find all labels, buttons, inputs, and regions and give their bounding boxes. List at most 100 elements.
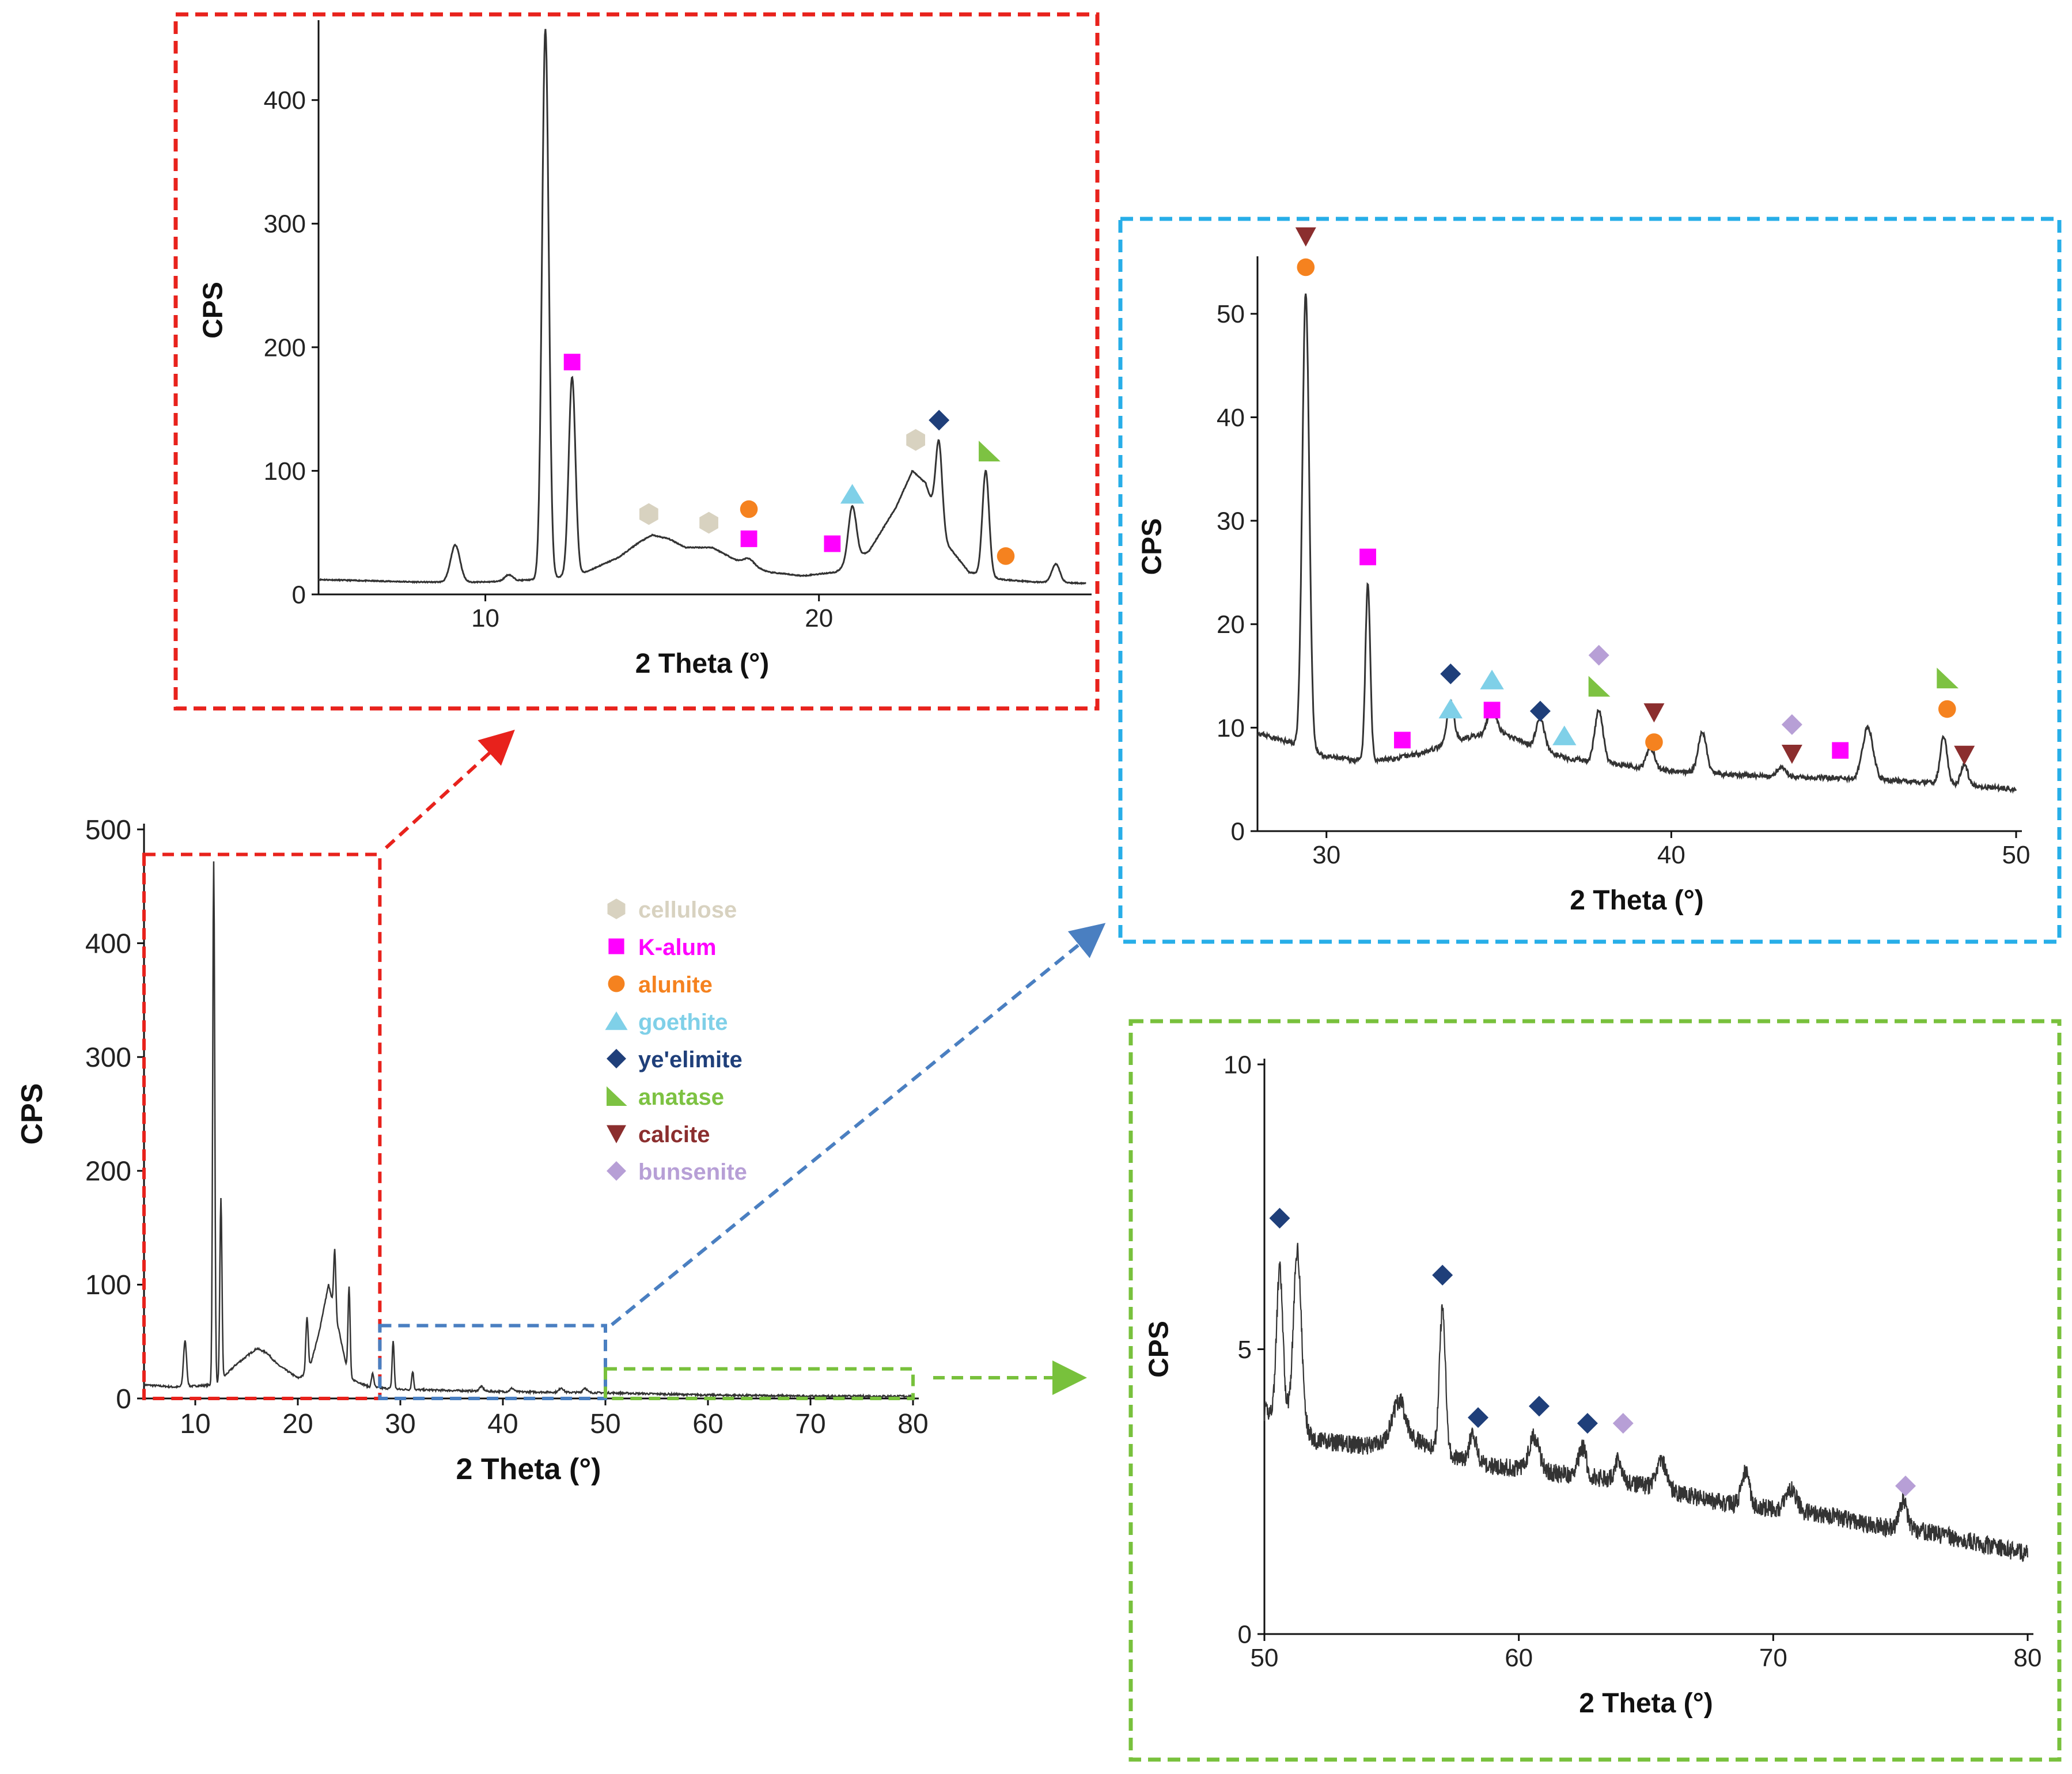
phase-marker-alunite (1938, 700, 1956, 718)
y-tick-label: 400 (85, 928, 131, 959)
phase-marker-calcite (1643, 703, 1665, 723)
x-tick-label: 70 (795, 1409, 825, 1439)
y-tick-label: 100 (85, 1270, 131, 1301)
y-tick-label: 0 (116, 1384, 131, 1415)
phase-marker-bunsenite (1612, 1413, 1634, 1434)
phase-marker-yeelimite (1529, 700, 1551, 722)
zoom-frame-red (173, 12, 1100, 711)
x-tick-label: 60 (692, 1409, 723, 1439)
x-tick-label: 50 (590, 1409, 620, 1439)
x-tick-label: 20 (282, 1409, 313, 1439)
x-tick-label: 30 (385, 1409, 415, 1439)
phase-marker-goethite (840, 484, 865, 504)
y-tick-label: 20 (1217, 611, 1245, 639)
xrd-trace (143, 861, 914, 1400)
phase-marker-bunsenite (1588, 645, 1609, 666)
legend-marker-anatase (607, 1086, 627, 1106)
x-tick-label: 10 (471, 604, 499, 632)
phase-marker-alunite (740, 500, 758, 518)
x-tick-label: 50 (2002, 841, 2031, 869)
x-tick-label: 40 (487, 1409, 518, 1439)
phase-marker-yeelimite (1440, 663, 1461, 684)
phase-marker-yeelimite (1529, 1396, 1550, 1417)
zoom-chart-high-angle: 50 60 70 80 0 5 10 2 Theta (°) CPS (1143, 1051, 2041, 1719)
phase-marker-cellulose (906, 429, 926, 451)
phase-marker-calcite (1781, 744, 1802, 764)
legend-marker-yeelimite (607, 1049, 626, 1068)
y-tick-label: 0 (1238, 1620, 1252, 1648)
phase-marker-k-alum (740, 530, 757, 547)
y-tick-label: 0 (292, 581, 306, 609)
x-axis-title: 2 Theta (°) (1570, 885, 1704, 916)
zoom-frame-green (1128, 1019, 2062, 1762)
legend-marker-alunite (608, 975, 625, 992)
phase-marker-yeelimite (1432, 1264, 1453, 1286)
phase-marker-k-alum (1359, 548, 1376, 566)
legend-marker-goethite (605, 1011, 628, 1030)
arrow-to-red-panel (384, 729, 515, 850)
phase-marker-anatase (1937, 668, 1959, 689)
y-tick-label: 200 (85, 1157, 131, 1187)
legend-label-cellulose: cellulose (638, 897, 737, 923)
x-tick-label: 50 (1251, 1644, 1279, 1672)
y-tick-label: 200 (264, 333, 306, 362)
phase-marker-bunsenite (1781, 714, 1802, 735)
legend-label-calcite: calcite (638, 1122, 710, 1147)
x-tick-label: 10 (180, 1409, 210, 1439)
y-tick-label: 400 (264, 86, 306, 115)
x-axis-title: 2 Theta (°) (635, 649, 770, 679)
legend-label-k-alum: K-alum (638, 935, 717, 960)
legend-label-goethite: goethite (638, 1010, 728, 1035)
phase-marker-bunsenite (1895, 1475, 1916, 1496)
main-pattern-chart: 10 20 30 40 50 60 70 80 0 100 200 300 400 500 2 Theta … (16, 815, 929, 1486)
y-tick-label: 300 (85, 1043, 131, 1073)
y-axis-title: CPS (198, 282, 228, 339)
x-tick-label: 80 (897, 1409, 928, 1439)
phase-marker-cellulose (699, 511, 718, 534)
phase-marker-k-alum (1483, 702, 1501, 719)
legend-marker-k-alum (608, 938, 624, 954)
y-tick-label: 50 (1217, 300, 1245, 328)
x-axis-title: 2 Theta (°) (1579, 1688, 1713, 1719)
y-tick-label: 0 (1231, 817, 1245, 846)
y-tick-label: 300 (264, 210, 306, 238)
phase-marker-k-alum (563, 354, 581, 371)
phase-marker-k-alum (1394, 731, 1411, 749)
phase-marker-alunite (997, 547, 1015, 565)
y-axis-title: CPS (1143, 1321, 1174, 1378)
xrd-trace (1257, 293, 2017, 794)
xrd-trace (1263, 1242, 2029, 1563)
phase-marker-goethite (1552, 725, 1577, 745)
zoom-chart-mid-angle: 30 40 50 0 10 20 30 40 50 2 Theta (°) CPS (1137, 227, 2031, 916)
y-tick-label: 10 (1223, 1051, 1252, 1079)
phase-marker-cellulose (639, 503, 658, 525)
x-tick-label: 40 (1657, 841, 1685, 869)
y-tick-label: 5 (1238, 1336, 1252, 1364)
x-axis-title: 2 Theta (°) (456, 1453, 601, 1486)
phase-marker-goethite (1438, 699, 1463, 719)
zoom-frame-blue (1118, 217, 2062, 944)
arrow-to-blue-panel (611, 923, 1106, 1326)
phase-marker-anatase (979, 441, 1001, 462)
y-axis-title: CPS (1137, 518, 1167, 575)
x-tick-label: 80 (2014, 1644, 2042, 1672)
phase-marker-alunite (1645, 733, 1663, 751)
y-tick-label: 500 (85, 815, 131, 846)
y-tick-label: 30 (1217, 507, 1245, 535)
legend-label-yeelimite: ye'elimite (638, 1047, 743, 1072)
x-tick-label: 30 (1312, 841, 1340, 869)
legend-label-anatase: anatase (638, 1085, 724, 1110)
legend-marker-cellulose (607, 899, 626, 919)
x-tick-label: 70 (1759, 1644, 1787, 1672)
zoom-region-c (604, 1367, 915, 1401)
y-tick-label: 100 (264, 457, 306, 486)
phase-marker-k-alum (824, 535, 841, 552)
phase-marker-alunite (1297, 258, 1315, 276)
phase-marker-yeelimite (1269, 1208, 1290, 1229)
y-axis-title: CPS (16, 1083, 49, 1145)
phase-marker-yeelimite (929, 410, 950, 431)
zoom-region-a (142, 852, 382, 1401)
legend-marker-bunsenite (607, 1161, 626, 1181)
